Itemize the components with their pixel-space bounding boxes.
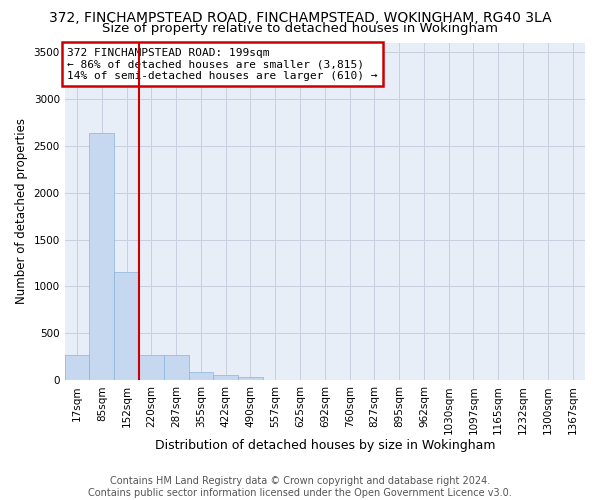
Bar — [238, 376, 263, 380]
Text: 372 FINCHAMPSTEAD ROAD: 199sqm
← 86% of detached houses are smaller (3,815)
14% : 372 FINCHAMPSTEAD ROAD: 199sqm ← 86% of … — [67, 48, 378, 81]
Text: Contains HM Land Registry data © Crown copyright and database right 2024.
Contai: Contains HM Land Registry data © Crown c… — [88, 476, 512, 498]
Bar — [139, 354, 164, 380]
Y-axis label: Number of detached properties: Number of detached properties — [15, 118, 28, 304]
X-axis label: Distribution of detached houses by size in Wokingham: Distribution of detached houses by size … — [155, 440, 495, 452]
Bar — [65, 355, 89, 380]
Bar — [188, 372, 214, 380]
Bar — [89, 132, 114, 380]
Bar — [114, 272, 139, 380]
Bar — [214, 375, 238, 380]
Bar — [164, 354, 188, 380]
Text: 372, FINCHAMPSTEAD ROAD, FINCHAMPSTEAD, WOKINGHAM, RG40 3LA: 372, FINCHAMPSTEAD ROAD, FINCHAMPSTEAD, … — [49, 11, 551, 25]
Text: Size of property relative to detached houses in Wokingham: Size of property relative to detached ho… — [102, 22, 498, 35]
